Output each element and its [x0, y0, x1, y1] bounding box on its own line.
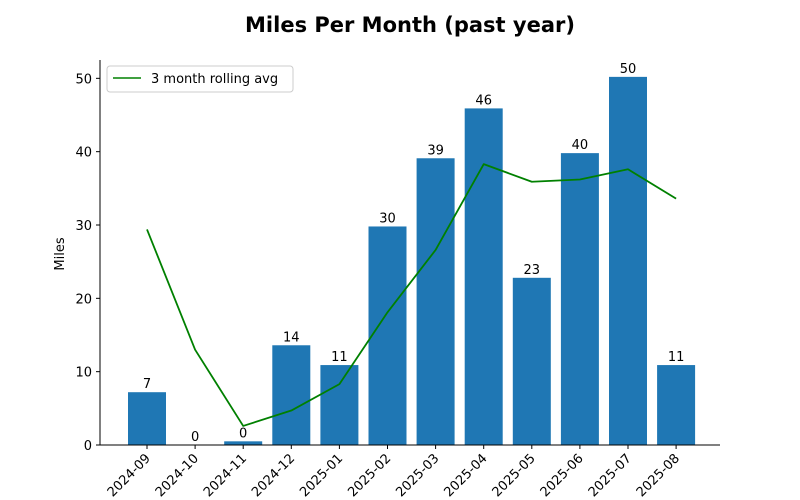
x-tick-label-2025-02: 2025-02	[345, 451, 394, 500]
bar-2025-05	[512, 277, 551, 445]
chart-title: Miles Per Month (past year)	[245, 13, 575, 37]
bar-2024-09	[128, 392, 166, 445]
bar-2025-06	[560, 153, 599, 445]
legend: 3 month rolling avg	[106, 65, 294, 93]
bar-2025-01	[320, 365, 359, 445]
data-label-2024-09: 7	[143, 377, 151, 392]
data-label-2024-12: 14	[283, 330, 300, 345]
x-tick-label-2025-03: 2025-03	[393, 451, 442, 500]
data-label-2025-04: 46	[475, 93, 492, 108]
data-label-2025-06: 40	[572, 138, 589, 153]
y-axis-label: Miles	[53, 237, 68, 270]
bar-2025-08	[657, 365, 696, 445]
y-tick-label-40: 40	[75, 146, 92, 161]
x-tick-label-2025-07: 2025-07	[586, 451, 635, 500]
x-tick-label-2025-04: 2025-04	[442, 451, 491, 500]
x-tick-label-2025-01: 2025-01	[297, 451, 346, 500]
y-tick-label-30: 30	[75, 219, 92, 234]
legend-frame	[106, 65, 294, 93]
data-label-2025-02: 30	[379, 211, 396, 226]
data-label-2025-07: 50	[620, 62, 637, 77]
x-tick-label-2024-09: 2024-09	[105, 451, 154, 500]
bar-2025-02	[368, 226, 407, 445]
data-label-2025-08: 11	[668, 350, 685, 365]
bar-2024-12	[272, 345, 311, 445]
data-label-2025-01: 11	[331, 350, 348, 365]
x-tick-label-2025-05: 2025-05	[490, 451, 539, 500]
x-tick-label-2025-06: 2025-06	[538, 451, 587, 500]
y-tick-label-10: 10	[75, 366, 92, 381]
x-tick-label-2024-12: 2024-12	[249, 451, 298, 500]
x-tick-label-2024-10: 2024-10	[153, 451, 202, 500]
data-label-2025-05: 23	[524, 263, 541, 278]
bar-2025-04	[464, 108, 503, 446]
bar-2024-11	[224, 441, 263, 445]
bar-2025-03	[416, 158, 455, 445]
x-tick-label-2024-11: 2024-11	[201, 451, 250, 500]
bar-2025-07	[609, 76, 647, 446]
y-tick-label-0: 0	[84, 439, 92, 454]
data-label-2025-03: 39	[427, 143, 444, 158]
y-tick-label-50: 50	[75, 72, 92, 87]
legend-entry-rolling-avg: 3 month rolling avg	[151, 72, 278, 87]
y-tick-label-20: 20	[75, 292, 92, 307]
data-label-2024-11: 0	[239, 426, 247, 441]
data-label-2024-10: 0	[191, 430, 199, 445]
x-tick-label-2025-08: 2025-08	[634, 451, 683, 500]
rolling-avg-line	[146, 163, 677, 427]
